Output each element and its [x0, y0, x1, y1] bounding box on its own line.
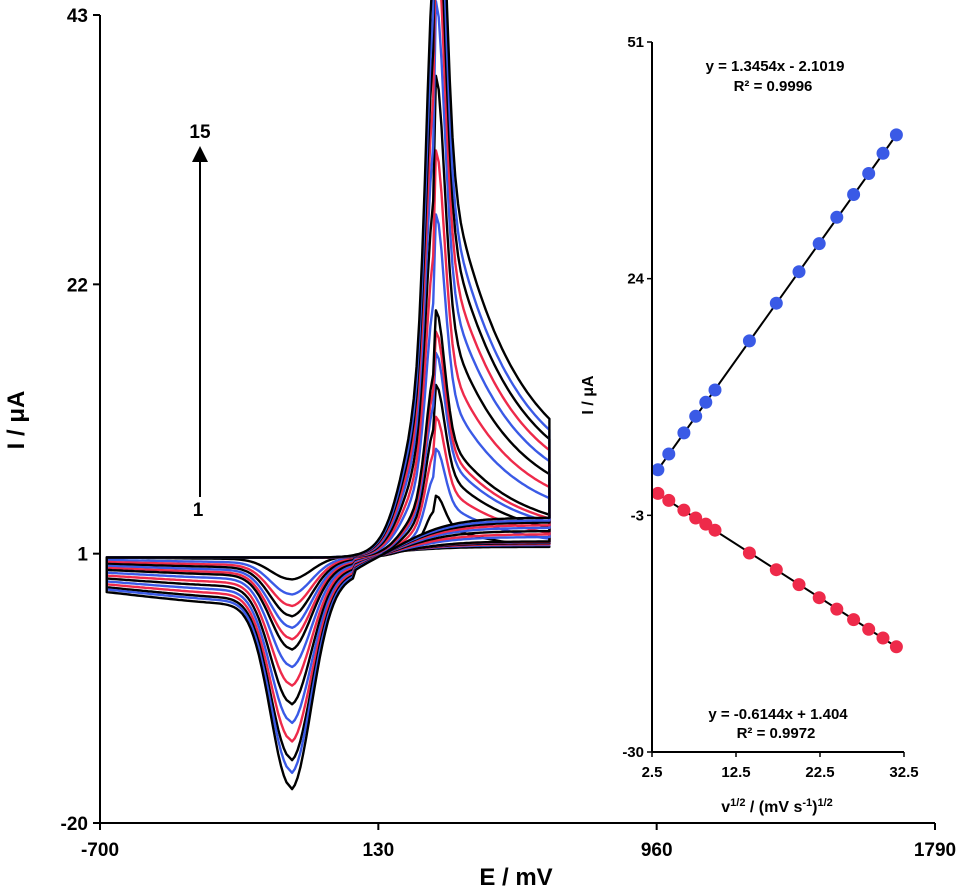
blue-data-point [889, 128, 903, 142]
blue-data-point [708, 383, 722, 397]
blue-data-point [689, 409, 703, 423]
x-tick-label: 1790 [914, 840, 956, 861]
x-tick-label: 130 [362, 840, 394, 861]
scan-rate-arrow: 15 1 [189, 122, 211, 521]
red-data-point [651, 486, 665, 500]
red-data-point [699, 517, 713, 531]
blue-data-point [830, 210, 844, 224]
red-data-point [769, 563, 783, 577]
red-data-point [812, 591, 826, 605]
red-data-point [889, 640, 903, 654]
inset-y-tick-label: 24 [627, 271, 644, 288]
blue-fit-r2: R² = 0.9996 [734, 78, 813, 95]
y-tick-label: 22 [67, 275, 88, 296]
red-fit-equation: y = -0.6144x + 1.404 [708, 706, 848, 723]
red-data-point [862, 622, 876, 636]
inset-axes [647, 41, 905, 757]
y-tick-label: -20 [61, 814, 88, 835]
main-axes [93, 14, 936, 830]
blue-fit-equation: y = 1.3454x - 2.1019 [706, 58, 845, 75]
red-fit-r2: R² = 0.9972 [737, 725, 816, 742]
blue-data-point [699, 395, 713, 409]
cv-curve-14 [105, 0, 551, 774]
inset-y-tick-label: -3 [631, 507, 644, 524]
inset-x-tick-label: 12.5 [721, 764, 750, 781]
red-data-point [708, 523, 722, 537]
blue-data-point [651, 463, 665, 477]
red-data-point [689, 511, 703, 525]
cv-curves [105, 0, 551, 791]
blue-data-point [876, 146, 890, 160]
blue-data-point [742, 334, 756, 348]
inset-chart: 2.5 12.5 22.5 32.5 -30 -3 24 51 y = 1.3454x - 2… [580, 34, 919, 816]
inset-y-tick-label: -30 [622, 744, 644, 761]
main-tick-labels: -700 130 960 1790 -20 1 22 43 [61, 6, 957, 861]
inset-y-axis-title: I / μA [580, 375, 597, 415]
x-axis-title: E / mV [479, 864, 552, 891]
blue-data-point [662, 447, 676, 461]
x-tick-label: -700 [81, 840, 119, 861]
inset-y-tick-label: 51 [627, 34, 644, 51]
blue-data-point [862, 167, 876, 180]
y-tick-label: 43 [67, 6, 88, 27]
blue-data-point [847, 188, 861, 201]
red-data-point [742, 546, 756, 560]
red-data-point [662, 493, 676, 507]
blue-data-point [812, 237, 826, 251]
arrow-start-label: 1 [193, 500, 204, 521]
cv-curve-15 [105, 0, 551, 791]
cv-curve-12 [105, 0, 551, 743]
blue-data-point [792, 265, 806, 279]
red-data-point [677, 503, 691, 517]
inset-background [650, 40, 906, 754]
y-axis-title: I / μA [3, 391, 30, 450]
red-data-point [847, 613, 861, 627]
x-tick-label: 960 [641, 840, 673, 861]
red-data-point [876, 631, 890, 645]
red-data-point [792, 578, 806, 592]
inset-points [651, 128, 903, 654]
y-tick-label: 1 [77, 545, 88, 566]
arrow-head [192, 146, 208, 162]
inset-x-tick-label: 32.5 [889, 764, 918, 781]
inset-tick-labels: 2.5 12.5 22.5 32.5 -30 -3 24 51 [622, 34, 918, 781]
blue-data-point [677, 426, 691, 440]
arrow-end-label: 15 [189, 122, 211, 143]
blue-data-point [769, 296, 783, 310]
inset-x-axis-title: v1/2 / (mV s-1)1/2 [721, 797, 833, 816]
inset-x-tick-label: 22.5 [805, 764, 834, 781]
cv-chart: -700 130 960 1790 -20 1 22 43 E / mV I / μA 15 … [3, 0, 956, 891]
red-data-point [830, 602, 844, 616]
inset-x-tick-label: 2.5 [642, 764, 663, 781]
